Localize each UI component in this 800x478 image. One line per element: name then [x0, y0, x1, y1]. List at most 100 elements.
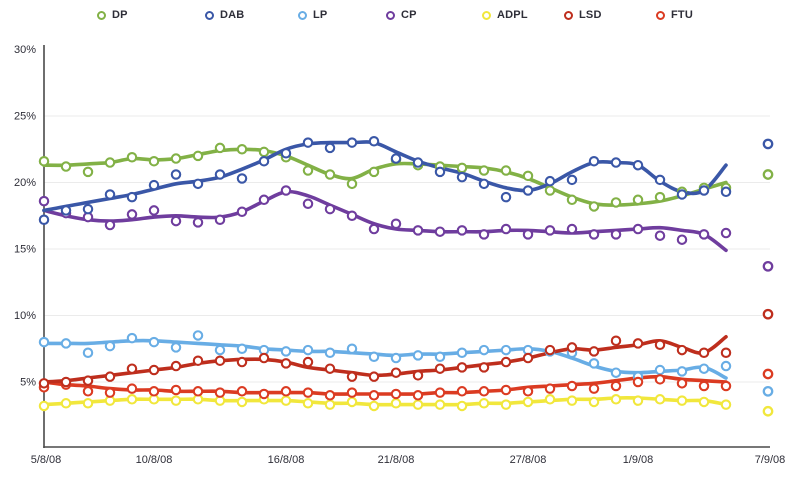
- lsd-poll-point: [390, 367, 402, 378]
- cp-poll-point: [500, 223, 512, 235]
- lsd-poll-point: [214, 355, 226, 366]
- adpl-poll-point: [434, 399, 446, 410]
- lsd-result-point: [762, 308, 774, 320]
- dab-poll-point: [104, 189, 116, 200]
- cp-poll-point: [610, 229, 622, 240]
- cp-poll-point: [38, 195, 50, 207]
- dab-poll-point: [434, 166, 446, 178]
- lsd-poll-point: [60, 376, 72, 388]
- lsd-poll-point: [500, 356, 512, 368]
- lsd-poll-point: [324, 363, 336, 374]
- cp-result-point: [762, 260, 774, 272]
- adpl-poll-point: [412, 399, 424, 410]
- ftu-poll-point: [720, 380, 732, 392]
- adpl-poll-point: [456, 400, 468, 412]
- lp-poll-point: [698, 363, 710, 374]
- y-tick-label-20: 20%: [14, 177, 36, 189]
- lsd-poll-point: [434, 363, 446, 374]
- dp-poll-point: [38, 155, 50, 167]
- lp-poll-point: [434, 351, 446, 362]
- dab-poll-point: [368, 136, 380, 147]
- lp-poll-point: [148, 336, 160, 348]
- lsd-poll-point: [456, 362, 468, 373]
- legend-item-dp: DP: [97, 8, 128, 22]
- dab-poll-point: [522, 185, 534, 196]
- ftu-poll-point: [412, 390, 424, 401]
- legend-label: DAB: [220, 9, 245, 21]
- ftu-result-point: [762, 368, 774, 380]
- adpl-poll-point: [170, 395, 182, 406]
- dab-poll-point: [632, 159, 644, 171]
- adpl-legend-marker-icon: [482, 10, 491, 20]
- cp-poll-point: [368, 223, 380, 235]
- cp-poll-point: [544, 225, 556, 236]
- ftu-poll-point: [478, 386, 490, 397]
- x-tick-label-4: 27/8/08: [510, 454, 547, 466]
- ftu-poll-point: [654, 374, 666, 385]
- lp-poll-point: [346, 343, 358, 354]
- cp-poll-point: [192, 217, 204, 228]
- dp-poll-point: [500, 165, 512, 176]
- lp-poll-point: [610, 367, 622, 378]
- legend-item-lsd: LSD: [564, 8, 602, 22]
- dab-poll-point: [236, 173, 248, 184]
- ftu-poll-point: [434, 387, 446, 398]
- x-axis-tick-labels: 5/8/08 10/8/08 16/8/08 21/8/08 27/8/08 1/9/08…: [31, 454, 786, 466]
- ftu-trend-line: [42, 374, 728, 396]
- ftu-poll-point: [368, 390, 380, 401]
- dab-poll-point: [258, 155, 270, 167]
- adpl-poll-point: [390, 398, 402, 409]
- ftu-poll-point: [346, 387, 358, 398]
- ftu-poll-point: [302, 387, 314, 398]
- dp-poll-point: [192, 150, 204, 162]
- lsd-poll-point: [38, 378, 50, 389]
- dab-poll-point: [60, 205, 72, 216]
- dp-poll-point: [236, 144, 248, 155]
- lp-poll-point: [60, 338, 72, 349]
- cp-poll-point: [302, 198, 314, 210]
- adpl-poll-point: [654, 394, 666, 405]
- dab-poll-point: [192, 178, 204, 190]
- dab-poll-point: [412, 157, 424, 168]
- lsd-trend-line: [42, 335, 728, 384]
- dp-poll-point: [456, 162, 468, 174]
- cp-trend-line: [42, 189, 728, 253]
- lsd-poll-point: [280, 358, 292, 369]
- cp-poll-point: [456, 225, 468, 236]
- dp-poll-point: [104, 157, 116, 168]
- cp-legend-marker-icon: [386, 10, 395, 20]
- adpl-poll-point: [302, 398, 314, 409]
- y-tick-label-30: 30%: [14, 44, 36, 56]
- lp-poll-point: [280, 346, 292, 357]
- lsd-poll-point: [654, 339, 666, 351]
- lsd-poll-point: [676, 344, 688, 356]
- adpl-poll-point: [346, 396, 358, 408]
- dab-poll-point: [698, 185, 710, 196]
- ftu-poll-point: [390, 388, 402, 400]
- dp-poll-point: [588, 201, 600, 212]
- lp-legend-marker-icon: [298, 10, 307, 20]
- adpl-poll-point: [676, 395, 688, 406]
- dp-poll-point: [214, 142, 226, 154]
- ftu-poll-point: [588, 383, 600, 394]
- adpl-poll-point: [82, 398, 94, 409]
- legend-label: LP: [313, 9, 328, 21]
- lsd-poll-point: [346, 371, 358, 382]
- y-axis-tick-labels: 5% 10% 15% 20% 25% 30%: [14, 44, 36, 389]
- dp-legend-marker-icon: [97, 10, 106, 20]
- adpl-result-point: [762, 405, 774, 417]
- ftu-legend-marker-icon: [656, 10, 665, 20]
- dab-poll-point: [676, 189, 688, 200]
- dp-poll-points: [38, 142, 732, 212]
- lp-poll-point: [368, 351, 380, 362]
- dp-poll-point: [126, 151, 138, 163]
- y-tick-label-15: 15%: [14, 244, 36, 256]
- lsd-poll-point: [170, 360, 182, 372]
- cp-poll-point: [258, 194, 270, 206]
- x-tick-label-3: 21/8/08: [378, 454, 415, 466]
- y-tick-label-10: 10%: [14, 310, 36, 322]
- dab-poll-point: [324, 142, 336, 154]
- ftu-poll-point: [324, 390, 336, 401]
- lsd-legend-marker-icon: [564, 10, 573, 20]
